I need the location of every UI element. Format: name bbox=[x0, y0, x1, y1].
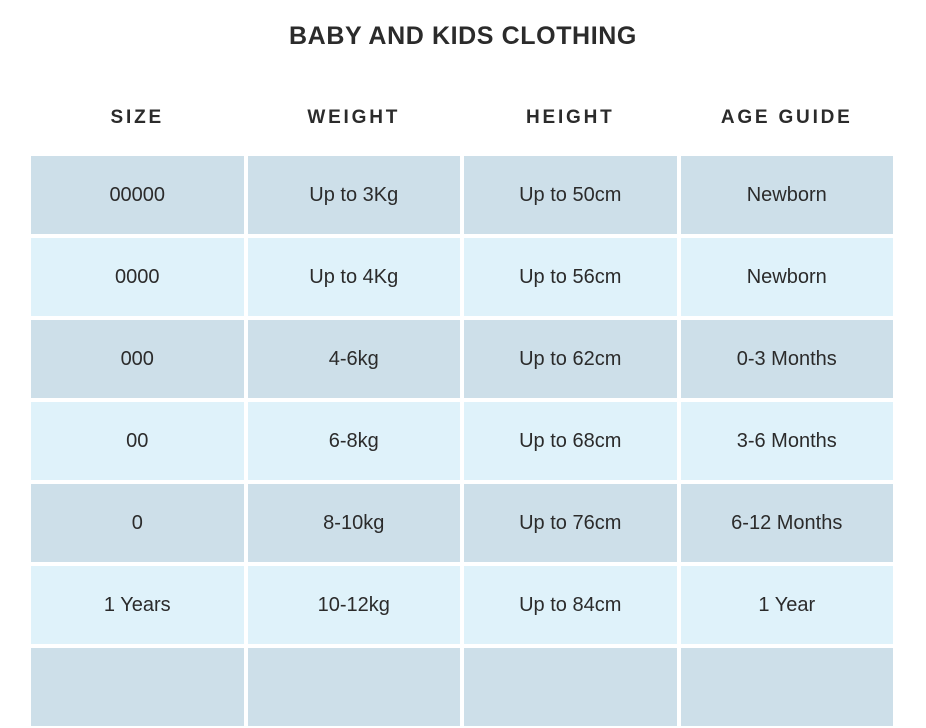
cell-weight: Up to 4Kg bbox=[245, 236, 462, 318]
cell-height: Up to 76cm bbox=[462, 482, 679, 564]
cell-size: 000 bbox=[29, 318, 246, 400]
cell-size: 0 bbox=[29, 482, 246, 564]
cell-size: 00000 bbox=[29, 154, 246, 236]
cell-weight bbox=[245, 646, 462, 728]
column-header-size: SIZE bbox=[29, 82, 246, 154]
cell-age-guide bbox=[678, 646, 895, 728]
cell-size: 1 Years bbox=[29, 564, 246, 646]
table-header: SIZE WEIGHT HEIGHT AGE GUIDE bbox=[29, 82, 895, 154]
table-row: 1 Years 10-12kg Up to 84cm 1 Year bbox=[29, 564, 895, 646]
table-row: 00000 Up to 3Kg Up to 50cm Newborn bbox=[29, 154, 895, 236]
table-row: 0000 Up to 4Kg Up to 56cm Newborn bbox=[29, 236, 895, 318]
table-row: 0 8-10kg Up to 76cm 6-12 Months bbox=[29, 482, 895, 564]
cell-age-guide: Newborn bbox=[678, 154, 895, 236]
cell-height: Up to 68cm bbox=[462, 400, 679, 482]
cell-height: Up to 50cm bbox=[462, 154, 679, 236]
cell-size: 00 bbox=[29, 400, 246, 482]
header-row: SIZE WEIGHT HEIGHT AGE GUIDE bbox=[29, 82, 895, 154]
table-row: 00 6-8kg Up to 68cm 3-6 Months bbox=[29, 400, 895, 482]
cell-size bbox=[29, 646, 246, 728]
cell-height bbox=[462, 646, 679, 728]
table-row-partial bbox=[29, 646, 895, 728]
cell-height: Up to 56cm bbox=[462, 236, 679, 318]
column-header-weight: WEIGHT bbox=[245, 82, 462, 154]
cell-weight: 6-8kg bbox=[245, 400, 462, 482]
page-title: BABY AND KIDS CLOTHING bbox=[289, 22, 637, 50]
table-body: 00000 Up to 3Kg Up to 50cm Newborn 0000 … bbox=[29, 154, 895, 728]
cell-age-guide: 6-12 Months bbox=[678, 482, 895, 564]
column-header-age-guide: AGE GUIDE bbox=[678, 82, 895, 154]
cell-weight: 4-6kg bbox=[245, 318, 462, 400]
size-chart-table: SIZE WEIGHT HEIGHT AGE GUIDE 00000 Up to… bbox=[29, 82, 895, 728]
table-row: 000 4-6kg Up to 62cm 0-3 Months bbox=[29, 318, 895, 400]
cell-size: 0000 bbox=[29, 236, 246, 318]
cell-age-guide: 0-3 Months bbox=[678, 318, 895, 400]
cell-height: Up to 84cm bbox=[462, 564, 679, 646]
cell-weight: 8-10kg bbox=[245, 482, 462, 564]
column-header-height: HEIGHT bbox=[462, 82, 679, 154]
cell-age-guide: 3-6 Months bbox=[678, 400, 895, 482]
cell-age-guide: Newborn bbox=[678, 236, 895, 318]
cell-weight: 10-12kg bbox=[245, 564, 462, 646]
cell-age-guide: 1 Year bbox=[678, 564, 895, 646]
cell-weight: Up to 3Kg bbox=[245, 154, 462, 236]
cell-height: Up to 62cm bbox=[462, 318, 679, 400]
